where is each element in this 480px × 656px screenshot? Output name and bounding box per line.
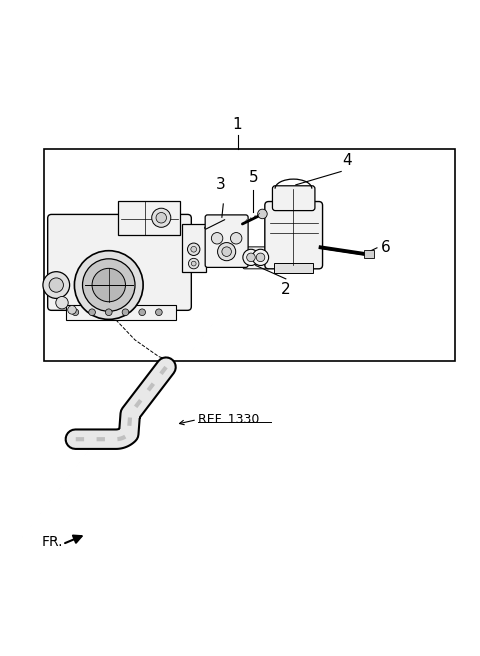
FancyBboxPatch shape [273, 186, 315, 211]
FancyBboxPatch shape [243, 247, 270, 269]
FancyBboxPatch shape [265, 201, 323, 269]
FancyBboxPatch shape [205, 215, 248, 268]
Bar [275, 262, 312, 273]
FancyBboxPatch shape [48, 215, 192, 310]
Circle shape [247, 253, 255, 262]
Circle shape [156, 213, 167, 223]
Circle shape [92, 268, 125, 302]
Circle shape [56, 297, 68, 309]
Circle shape [83, 259, 135, 312]
Circle shape [252, 249, 269, 266]
Text: 6: 6 [381, 240, 391, 255]
Circle shape [230, 233, 242, 244]
Circle shape [139, 309, 145, 316]
Circle shape [89, 309, 96, 316]
Circle shape [72, 309, 79, 316]
Circle shape [43, 272, 70, 298]
Circle shape [217, 243, 236, 260]
Text: 2: 2 [280, 282, 290, 297]
Circle shape [156, 309, 162, 316]
Circle shape [189, 258, 199, 269]
Text: 1: 1 [233, 117, 242, 133]
Text: REF. 1330: REF. 1330 [199, 413, 260, 426]
Circle shape [192, 261, 196, 266]
Circle shape [258, 209, 267, 218]
Bar [66, 304, 176, 320]
Circle shape [74, 251, 143, 319]
Text: 5: 5 [249, 170, 258, 185]
Circle shape [222, 247, 231, 256]
Bar [182, 224, 205, 272]
Text: FR.: FR. [42, 535, 63, 549]
Circle shape [152, 208, 171, 228]
Circle shape [49, 278, 63, 292]
Circle shape [243, 249, 259, 266]
Circle shape [122, 309, 129, 316]
Circle shape [188, 243, 200, 255]
Circle shape [106, 309, 112, 316]
Text: 3: 3 [216, 177, 226, 192]
Circle shape [256, 253, 265, 262]
Bar [364, 250, 373, 258]
Circle shape [68, 306, 76, 314]
Bar [44, 149, 455, 361]
Circle shape [191, 247, 197, 252]
Circle shape [211, 233, 223, 244]
Text: 4: 4 [343, 153, 352, 168]
Bar [118, 201, 180, 235]
